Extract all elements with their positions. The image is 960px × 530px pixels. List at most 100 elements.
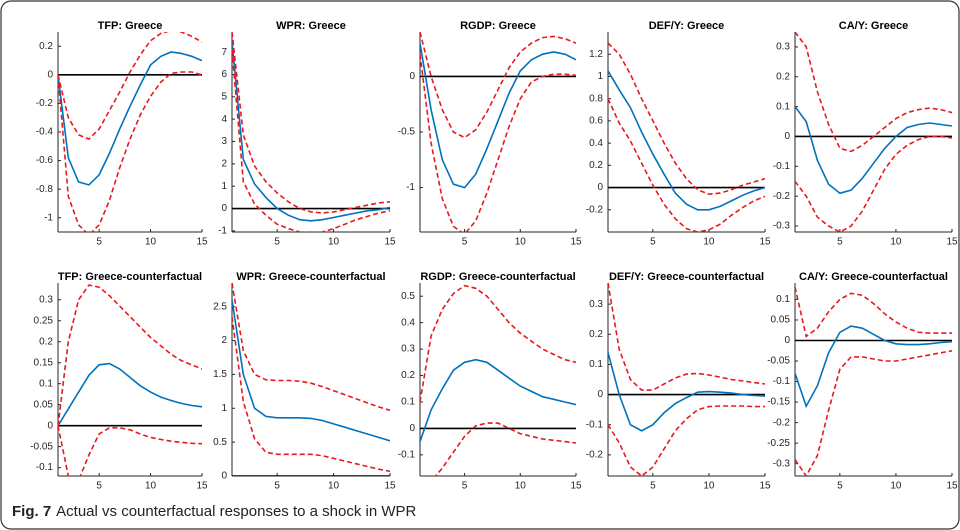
x-tick-label: 5 [274,481,280,492]
x-tick-label: 15 [946,237,958,248]
y-tick-label: -1 [44,212,53,223]
x-tick-label: 10 [145,237,157,248]
response-line [608,352,765,432]
y-tick-label: 1 [597,71,603,82]
band-line [232,283,390,412]
x-tick-label: 15 [946,481,958,492]
caption-text: Actual vs counterfactual responses to a … [56,503,416,520]
x-tick-label: 10 [515,237,527,248]
y-tick-label: 0.05 [34,399,54,410]
y-tick-label: -0.8 [36,184,54,195]
y-tick-label: 0.1 [39,378,53,389]
y-tick-label: -0.05 [767,356,790,367]
plot-area [420,32,576,232]
y-tick-label: -0.15 [767,397,790,408]
y-tick-label: 1.2 [589,49,603,60]
y-tick-label: -0.2 [586,450,604,461]
band-line [58,71,202,232]
x-tick-label: 15 [384,237,396,248]
response-line [420,358,576,442]
band-line [232,32,390,214]
caption-label: Fig. 7 [12,503,51,520]
band-line [795,286,952,338]
plot-area [232,283,390,476]
y-tick-label: 0 [784,335,790,346]
y-tick-label: 0 [784,131,790,142]
y-tick-label: -0.1 [36,462,54,473]
panel: WPR: Greece-counterfactual 0 0.5 1 1.5 2 2.5 5 1… [213,271,396,492]
y-tick-label: 0.2 [589,329,603,340]
x-tick-label: 5 [274,237,280,248]
panel: DEF/Y: Greece-counterfactual -0.2 -0.1 0 0.1… [586,271,771,492]
x-tick-label: 15 [196,481,208,492]
y-tick-label: -0.6 [36,155,54,166]
x-tick-label: 15 [570,481,582,492]
y-tick-label: 0.1 [589,359,603,370]
x-tick-label: 5 [96,481,102,492]
plot-area [420,284,576,476]
y-tick-label: 0.2 [776,71,790,82]
y-tick-label: -0.1 [586,419,604,430]
y-tick-label: 0.8 [589,93,603,104]
panel: TFP: Greece-counterfactual -0.1 -0.05 0 0.05… [30,271,208,492]
band-line [608,283,765,391]
panel: CA/Y: Greece -0.3 -0.2 -0.1 0 0.1 0.2 0.3 5 10 15 [773,20,958,248]
panel: TFP: Greece -1 -0.8 -0.6 -0.4 -0.2 0 0.2 5 10 15 [36,20,208,248]
x-tick-label: 10 [145,481,157,492]
y-tick-label: -0.2 [773,417,791,428]
y-tick-label: 0.2 [39,41,53,52]
y-tick-label: 0.5 [401,291,415,302]
y-tick-label: 3 [221,136,227,147]
x-tick-label: 15 [196,237,208,248]
band-line [58,425,202,476]
y-tick-label: 1 [221,403,227,414]
x-tick-label: 5 [96,237,102,248]
y-tick-label: 0.3 [589,299,603,310]
band-line [232,316,390,473]
x-tick-label: 15 [759,481,771,492]
y-tick-label: -1 [406,182,415,193]
y-tick-label: 0.1 [776,294,790,305]
response-line [420,42,576,189]
panel-title: RGDP: Greece [460,20,536,32]
x-tick-label: 5 [462,481,468,492]
y-tick-label: 7 [221,47,227,58]
y-tick-label: 0.4 [401,317,415,328]
y-tick-label: -0.2 [36,98,54,109]
y-tick-label: -0.3 [773,221,791,232]
y-tick-label: -0.2 [586,204,604,215]
plot-area [608,283,765,476]
response-line [232,299,390,442]
y-tick-label: 0.2 [401,370,415,381]
x-tick-label: 15 [570,237,582,248]
y-tick-label: -0.2 [773,191,791,202]
y-tick-label: -0.5 [398,127,416,138]
plot-area [58,32,202,232]
y-tick-label: 0.2 [589,160,603,171]
response-line [795,325,952,409]
panel-title: WPR: Greece-counterfactual [236,271,385,283]
response-line [58,51,202,186]
y-tick-label: 0.3 [39,294,53,305]
x-tick-label: 15 [759,237,771,248]
y-tick-label: 0.4 [589,138,603,149]
band-line [420,422,576,476]
x-tick-label: 10 [328,237,340,248]
band-line [420,284,576,403]
y-tick-label: 0.2 [39,336,53,347]
y-tick-label: 0.3 [776,42,790,53]
x-tick-label: 5 [837,237,843,248]
band-line [608,42,765,196]
y-tick-label: -0.1 [398,449,416,460]
y-tick-label: -0.25 [767,438,790,449]
y-tick-label: 0 [221,203,227,214]
plot-area [795,32,952,232]
y-tick-label: 1 [221,181,227,192]
response-line [58,362,202,427]
y-tick-label: -0.4 [36,127,54,138]
band-line [420,32,576,139]
y-tick-label: -0.3 [773,458,791,469]
y-tick-label: 0 [597,182,603,193]
